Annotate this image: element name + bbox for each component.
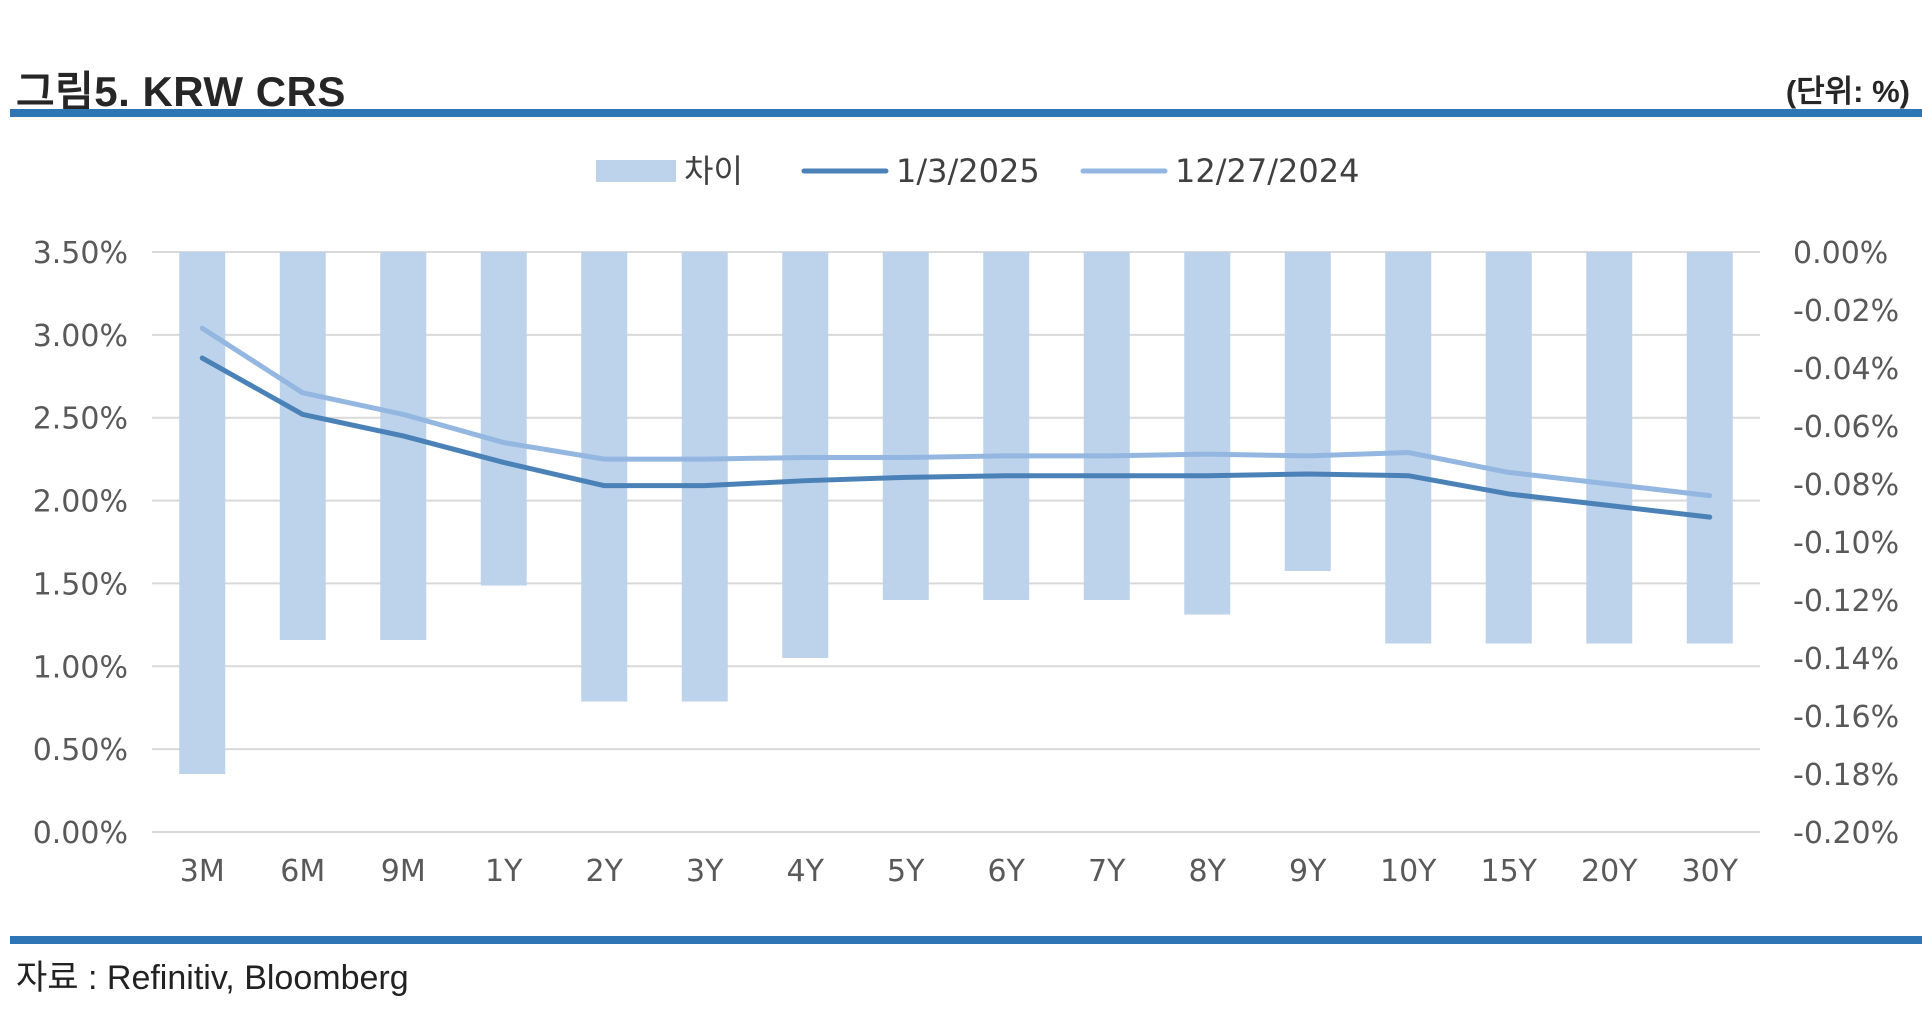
left-tick-label: 0.00% — [33, 816, 128, 851]
category-label: 6M — [280, 854, 325, 889]
category-label: 4Y — [787, 854, 825, 889]
difference-bar — [581, 252, 628, 702]
category-label: 6Y — [988, 854, 1026, 889]
category-label: 2Y — [586, 854, 624, 889]
category-label: 8Y — [1189, 854, 1227, 889]
category-label: 9M — [381, 854, 426, 889]
difference-bar — [380, 252, 427, 641]
difference-bar — [681, 252, 728, 702]
legend: 차이 1/3/2025 12/27/2024 — [596, 152, 1359, 190]
right-tick-label: -0.04% — [1793, 352, 1899, 387]
legend-label: 12/27/2024 — [1175, 152, 1359, 190]
right-tick-label: -0.18% — [1793, 758, 1899, 793]
left-tick-label: 1.50% — [33, 567, 128, 602]
category-label: 3M — [180, 854, 225, 889]
difference-bar — [1385, 252, 1432, 644]
right-axis-ticks: -0.20% -0.18% -0.16% -0.14% -0.12% -0.10% -0.0… — [1793, 236, 1899, 851]
left-axis-ticks: 0.00% 0.50% 1.00% 1.50% 2.00% 2.50% 3.00% 3.50% — [33, 236, 128, 851]
category-axis-ticks: 3M 6M 9M 1Y 2Y 3Y 4Y 5Y 6Y 7Y 8Y 9Y 10Y 15Y 20Y 30Y — [180, 854, 1739, 889]
difference-bar — [1686, 252, 1733, 644]
category-label: 1Y — [485, 854, 523, 889]
legend-swatch — [596, 160, 676, 182]
category-label: 20Y — [1581, 854, 1638, 889]
line-series-current — [199, 355, 1713, 520]
difference-bar — [1284, 252, 1331, 571]
difference-bar — [1485, 252, 1532, 644]
difference-bar — [279, 252, 326, 641]
left-tick-label: 2.50% — [33, 402, 128, 437]
right-tick-label: 0.00% — [1793, 236, 1888, 271]
category-label: 15Y — [1481, 854, 1538, 889]
category-label: 3Y — [686, 854, 724, 889]
left-tick-label: 3.00% — [33, 319, 128, 354]
left-tick-label: 1.00% — [33, 650, 128, 685]
legend-label: 차이 — [684, 152, 743, 190]
line-series-previous — [199, 325, 1713, 499]
left-tick-label: 0.50% — [33, 733, 128, 768]
category-label: 30Y — [1682, 854, 1739, 889]
difference-bar — [882, 252, 929, 600]
difference-bar — [1184, 252, 1231, 615]
top-divider — [10, 109, 1922, 117]
right-tick-label: -0.10% — [1793, 526, 1899, 561]
right-tick-label: -0.16% — [1793, 700, 1899, 735]
right-tick-label: -0.14% — [1793, 642, 1899, 677]
figure-title: 그림5. KRW CRS — [16, 68, 346, 115]
category-label: 9Y — [1289, 854, 1327, 889]
bar-series — [179, 252, 1733, 774]
bottom-divider — [10, 936, 1922, 944]
legend-item: 차이 — [596, 152, 743, 190]
difference-bar — [1083, 252, 1130, 600]
difference-bar — [983, 252, 1030, 600]
right-tick-label: -0.08% — [1793, 468, 1899, 503]
right-tick-label: -0.06% — [1793, 410, 1899, 445]
crs-chart: 차이 1/3/2025 12/27/2024 0.00% 0.50% 1.00% 1.50… — [33, 152, 1899, 889]
left-tick-label: 3.50% — [33, 236, 128, 271]
left-tick-label: 2.00% — [33, 485, 128, 520]
difference-bar — [1586, 252, 1633, 644]
difference-bar — [480, 252, 527, 586]
source-note: 자료 : Refinitiv, Bloomberg — [16, 959, 409, 997]
legend-item: 1/3/2025 — [801, 152, 1040, 190]
right-tick-label: -0.20% — [1793, 816, 1899, 851]
category-label: 5Y — [887, 854, 925, 889]
legend-item: 12/27/2024 — [1080, 152, 1359, 190]
category-label: 10Y — [1380, 854, 1437, 889]
right-tick-label: -0.12% — [1793, 584, 1899, 619]
legend-label: 1/3/2025 — [896, 152, 1040, 190]
right-tick-label: -0.02% — [1793, 294, 1899, 329]
unit-label: (단위: %) — [1785, 74, 1910, 109]
category-label: 7Y — [1088, 854, 1126, 889]
line-series — [199, 325, 1713, 520]
